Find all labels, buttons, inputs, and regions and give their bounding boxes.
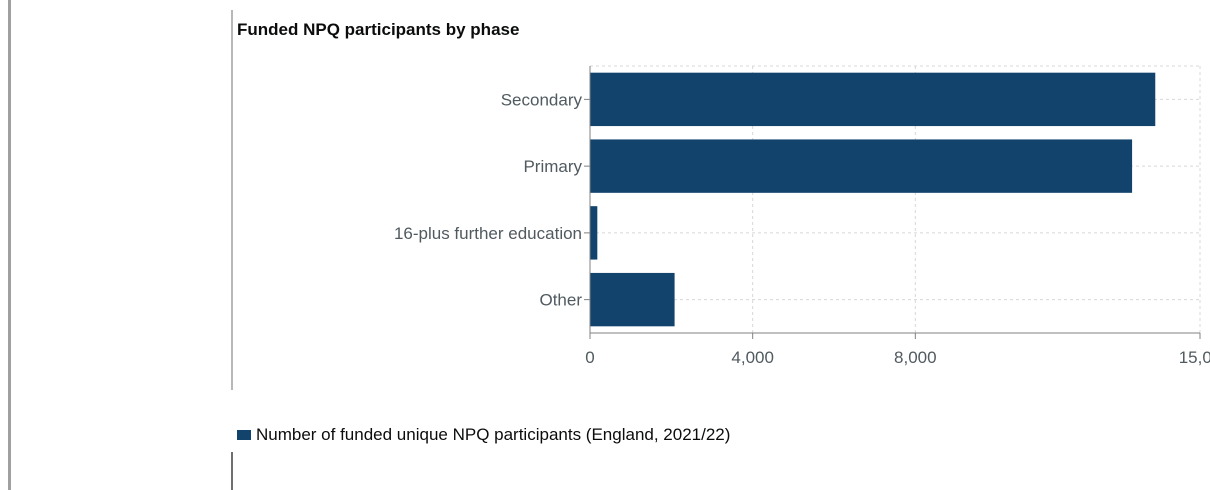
bar <box>590 206 598 260</box>
x-tick-label: 0 <box>585 348 594 367</box>
x-tick-label: 15,00 <box>1179 348 1210 367</box>
legend-swatch <box>237 430 251 440</box>
y-tick-label: 16-plus further education <box>394 224 582 243</box>
y-tick-label: Primary <box>523 157 582 176</box>
bar <box>590 272 675 327</box>
content-left-border-lower <box>231 452 233 490</box>
y-tick-label: Other <box>539 291 582 310</box>
chart-title: Funded NPQ participants by phase <box>237 20 520 39</box>
bar <box>590 139 1133 193</box>
x-tick-label: 4,000 <box>731 348 774 367</box>
page-left-border <box>8 0 11 490</box>
y-tick-label: Secondary <box>501 90 583 109</box>
x-tick-label: 8,000 <box>894 348 937 367</box>
chart-legend: Number of funded unique NPQ participants… <box>237 425 730 445</box>
legend-label: Number of funded unique NPQ participants… <box>256 425 731 444</box>
bar <box>590 72 1156 127</box>
content-left-border <box>231 10 233 390</box>
